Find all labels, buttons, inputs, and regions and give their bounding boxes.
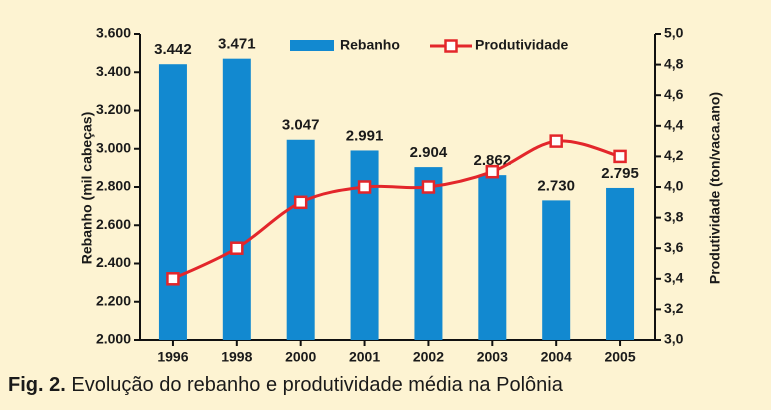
- y-tick-label: 3.400: [96, 63, 131, 79]
- y2-tick-label: 3,8: [664, 208, 684, 224]
- bar-value-label: 2.730: [537, 177, 575, 194]
- y-axis-label: Rebanho (mil cabeças): [79, 112, 95, 265]
- y2-axis-label: Produtividade (ton/vaca.ano): [707, 92, 723, 284]
- bar: [350, 150, 379, 340]
- bar-value-label: 3.047: [282, 117, 320, 134]
- x-tick-label: 2001: [349, 349, 380, 365]
- bar: [542, 200, 571, 340]
- y2-tick-label: 4,2: [664, 147, 684, 163]
- y-tick-label: 2.200: [96, 292, 131, 308]
- bar-value-label: 2.795: [601, 165, 639, 182]
- line-marker: [421, 180, 436, 194]
- legend-label: Rebanho: [340, 37, 400, 53]
- line-marker: [549, 134, 563, 148]
- line-marker: [166, 272, 180, 286]
- y2-tick-label: 4,8: [664, 55, 684, 71]
- y-tick-label: 2.000: [96, 331, 131, 347]
- y2-tick-label: 3,6: [664, 239, 684, 255]
- bar: [478, 175, 507, 340]
- y-tick-label: 2.400: [96, 254, 131, 270]
- y2-tick-label: 3,0: [664, 331, 684, 347]
- x-tick-label: 2004: [541, 349, 572, 365]
- y2-tick-label: 4,6: [664, 86, 684, 102]
- line-marker: [230, 241, 244, 255]
- x-tick-label: 2003: [477, 349, 508, 365]
- x-tick-label: 2000: [285, 349, 316, 365]
- y-tick-label: 3.200: [96, 101, 131, 117]
- line-marker: [293, 195, 308, 210]
- bar: [414, 167, 443, 340]
- x-tick-label: 1996: [157, 349, 188, 365]
- bar-value-label: 3.471: [218, 36, 256, 53]
- y-tick-label: 3.000: [96, 139, 131, 155]
- y2-tick-label: 3,4: [664, 270, 684, 286]
- bar-value-label: 2.991: [346, 127, 384, 144]
- legend-swatch: [290, 40, 334, 51]
- line-marker: [357, 180, 372, 194]
- bar-value-label: 3.442: [154, 41, 192, 58]
- bar: [606, 187, 635, 340]
- line-marker: [613, 149, 627, 164]
- x-tick-label: 1998: [221, 349, 252, 365]
- bar-value-label: 2.904: [410, 144, 448, 161]
- caption-label: Fig. 2.: [8, 374, 66, 396]
- y2-tick-label: 5,0: [664, 25, 684, 41]
- y2-tick-label: 4,0: [664, 178, 684, 194]
- caption: Fig. 2. Evolução do rebanho e produtivid…: [8, 374, 564, 396]
- bar: [222, 58, 251, 340]
- bar-value-label: 2.862: [474, 152, 512, 169]
- x-tick-label: 2002: [413, 349, 444, 365]
- bar: [158, 64, 187, 340]
- y-tick-label: 2.800: [96, 178, 131, 194]
- y2-tick-label: 4,4: [664, 117, 684, 133]
- y-tick-label: 3.600: [96, 25, 131, 41]
- legend-label: Produtividade: [475, 37, 569, 53]
- x-tick-label: 2005: [604, 349, 635, 365]
- caption-text: Evolução do rebanho e produtividade médi…: [71, 374, 563, 396]
- y2-tick-label: 3,2: [664, 300, 684, 316]
- bar: [286, 139, 315, 340]
- line-marker: [485, 164, 500, 179]
- legend-swatch: [444, 39, 458, 53]
- y-tick-label: 2.600: [96, 216, 131, 232]
